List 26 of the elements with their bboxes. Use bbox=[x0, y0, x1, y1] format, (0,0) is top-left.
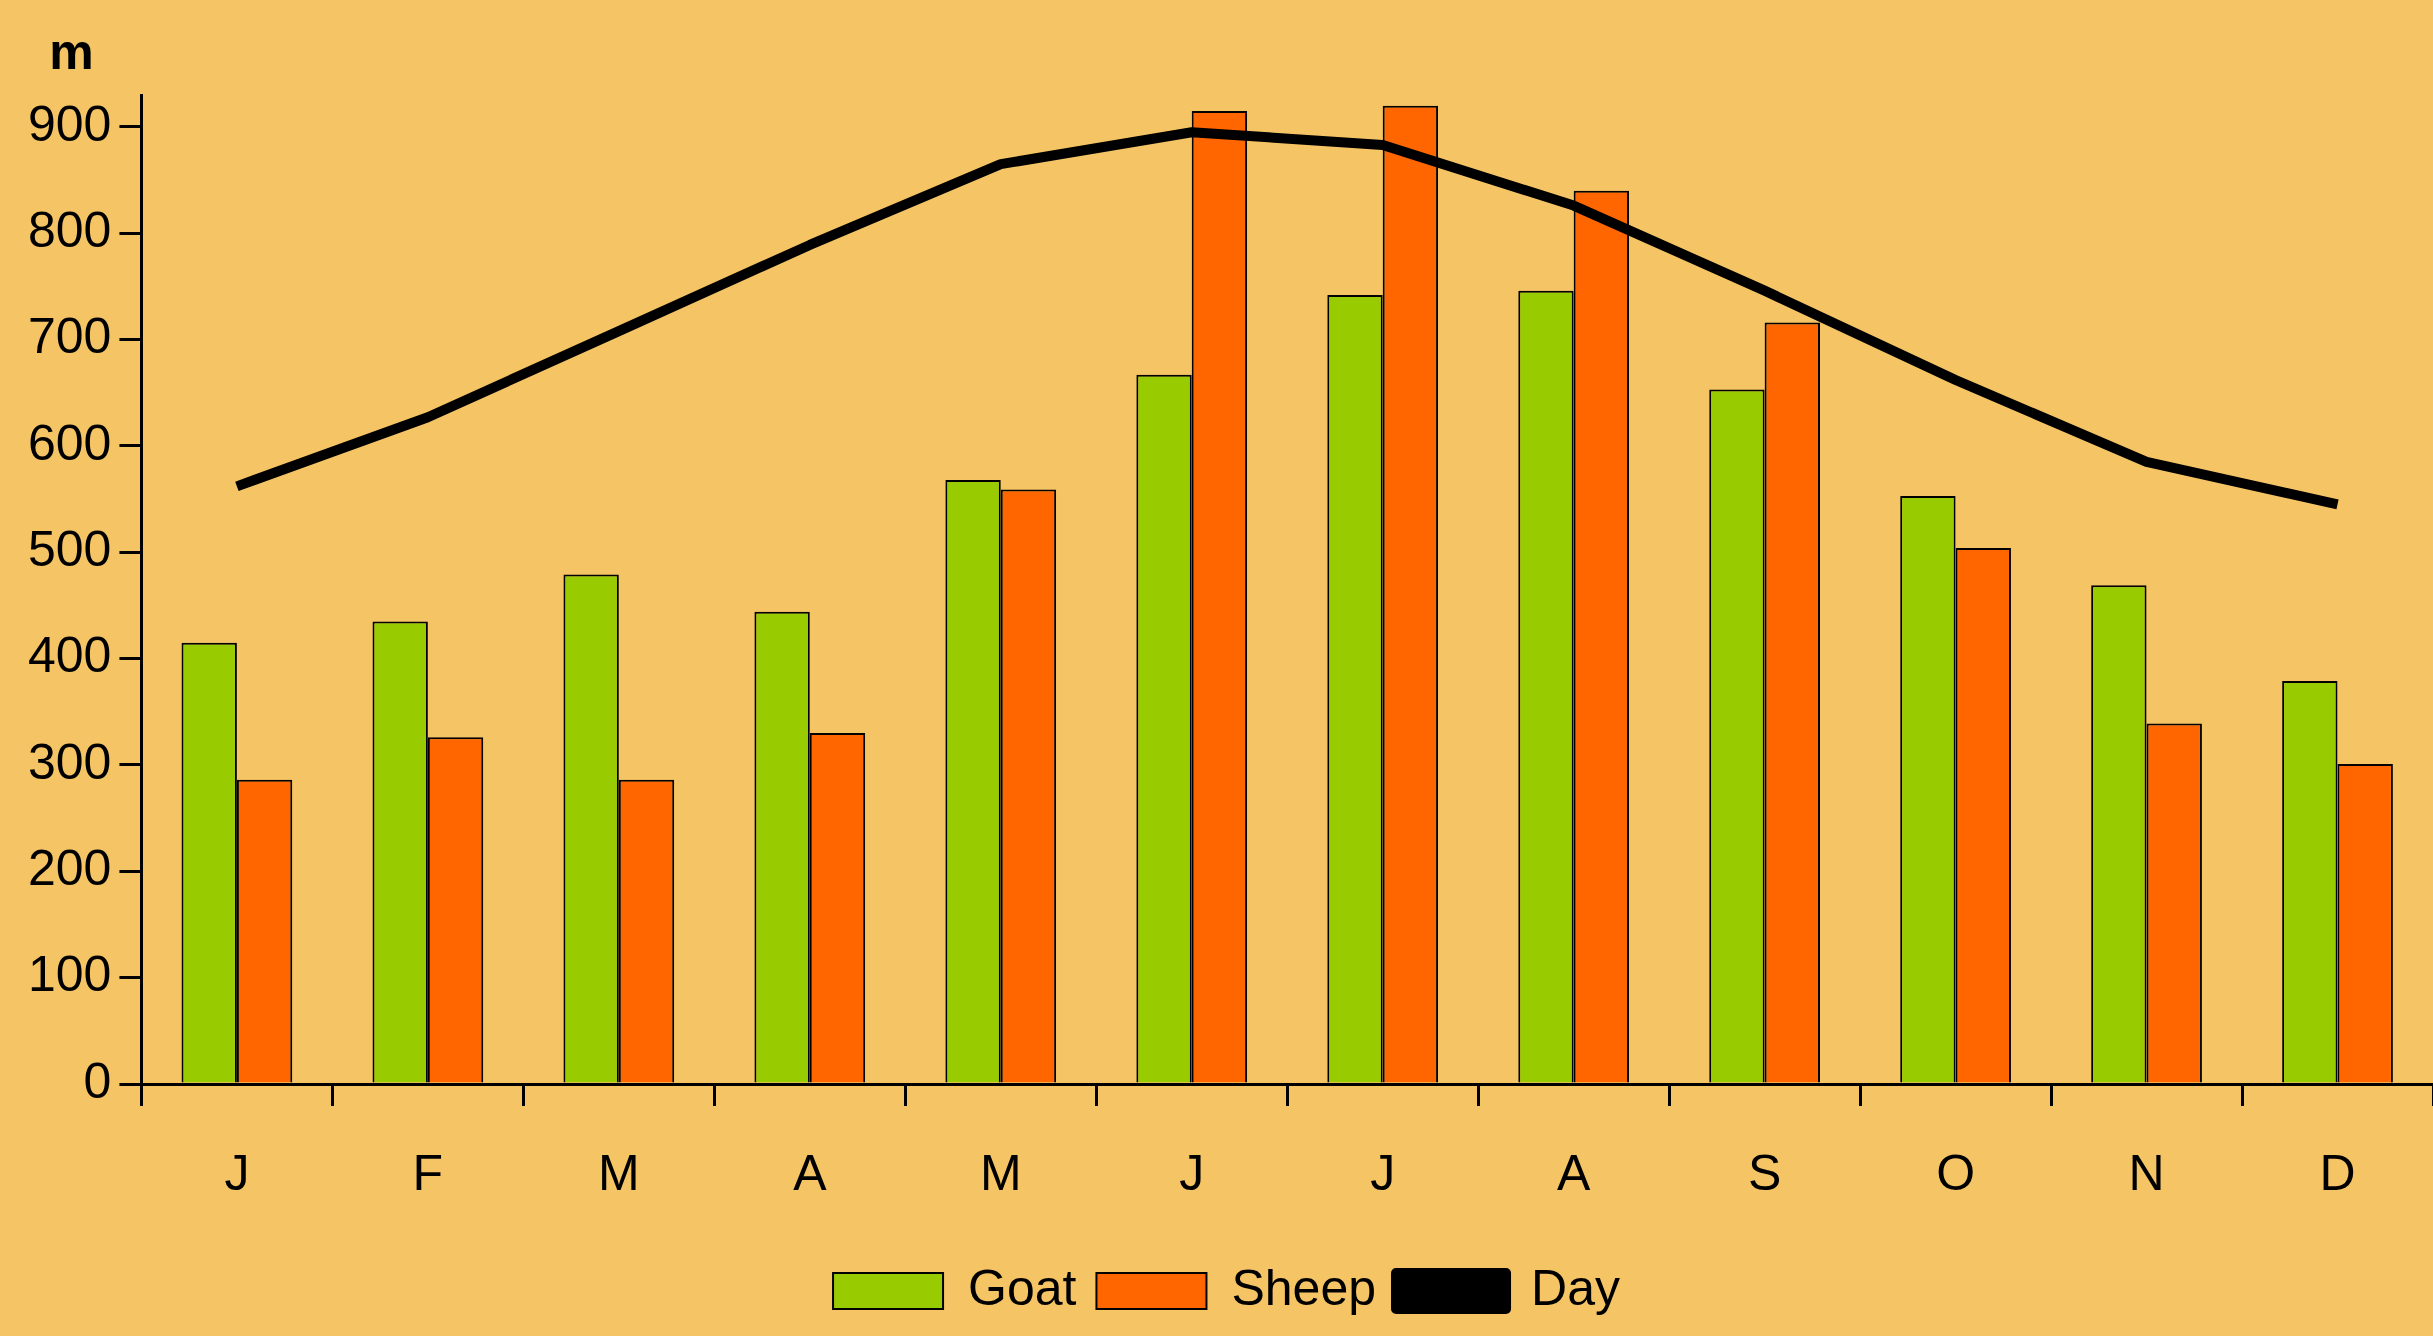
legend-label: Goat bbox=[968, 1259, 1077, 1316]
y-tick-label: 300 bbox=[27, 733, 112, 790]
y-tick-label: 500 bbox=[27, 521, 112, 578]
x-tick-label: J bbox=[1370, 1144, 1396, 1201]
x-tick-label: S bbox=[1747, 1144, 1782, 1201]
y-axis-title: m bbox=[49, 23, 94, 80]
x-tick-label: J bbox=[224, 1144, 250, 1201]
y-tick-label: 0 bbox=[83, 1052, 112, 1109]
legend-label: Day bbox=[1531, 1259, 1620, 1316]
x-tick-label: A bbox=[1556, 1144, 1591, 1201]
x-tick-label: M bbox=[979, 1144, 1022, 1201]
x-tick-label: M bbox=[598, 1144, 640, 1201]
x-tick-label: A bbox=[793, 1144, 828, 1201]
x-tick-label: O bbox=[1936, 1144, 1976, 1201]
x-tick-label: J bbox=[1179, 1144, 1205, 1201]
x-tick-label: F bbox=[412, 1144, 444, 1201]
x-tick-label: N bbox=[2128, 1144, 2165, 1201]
y-tick-label: 700 bbox=[27, 308, 112, 365]
y-tick-label: 800 bbox=[27, 202, 112, 259]
y-tick-label: 600 bbox=[27, 414, 112, 471]
legend-label: Sheep bbox=[1231, 1259, 1377, 1316]
y-tick-label: 100 bbox=[27, 946, 112, 1003]
y-tick-label: 200 bbox=[27, 840, 112, 897]
y-tick-label: 900 bbox=[27, 95, 112, 152]
x-tick-label: D bbox=[2319, 1144, 2356, 1201]
y-tick-label: 400 bbox=[27, 627, 112, 684]
